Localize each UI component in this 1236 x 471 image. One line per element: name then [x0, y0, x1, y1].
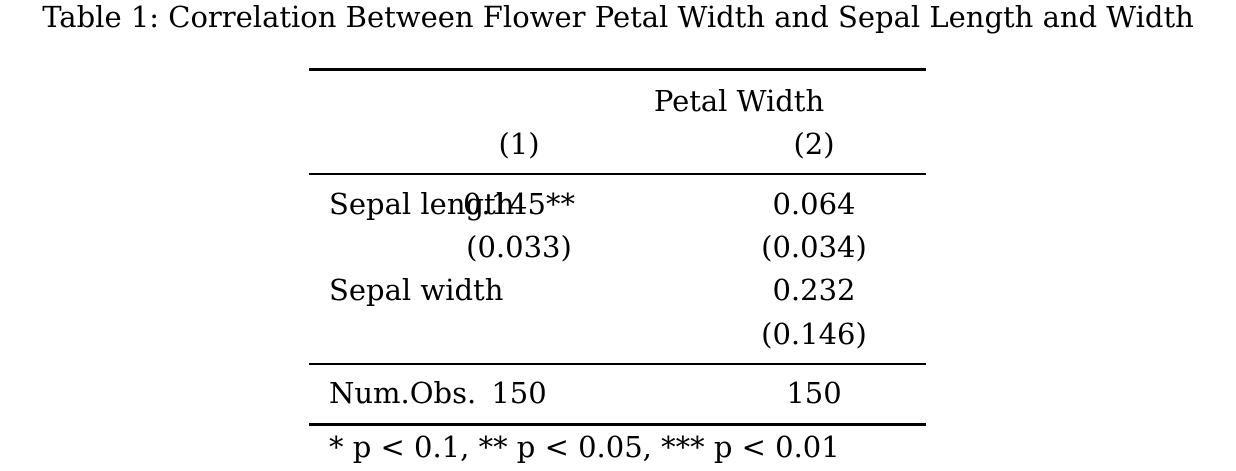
row-label-sepal-width: Sepal width — [329, 273, 504, 307]
cell-num-obs-1: 150 — [491, 376, 547, 410]
obs-rule — [309, 363, 926, 365]
bottom-rule — [309, 423, 926, 426]
se-sepal-length-2: (0.034) — [761, 230, 867, 264]
top-rule — [309, 68, 926, 71]
group-header: Petal Width — [653, 84, 825, 118]
se-sepal-length-1: (0.033) — [466, 230, 572, 264]
row-label-sepal-length: Sepal length — [329, 187, 515, 221]
significance-footnote: * p < 0.1, ** p < 0.05, *** p < 0.01 — [329, 430, 840, 464]
se-sepal-width-2: (0.146) — [761, 317, 867, 351]
row-label-num-obs: Num.Obs. — [329, 376, 477, 410]
column-header-1: (1) — [498, 127, 540, 161]
cell-num-obs-2: 150 — [786, 376, 842, 410]
cell-sepal-length-2: 0.064 — [772, 187, 856, 221]
cell-sepal-width-2: 0.232 — [772, 273, 856, 307]
table-caption: Table 1: Correlation Between Flower Peta… — [42, 0, 1194, 34]
header-rule — [309, 173, 926, 175]
column-header-2: (2) — [793, 127, 835, 161]
cell-sepal-length-1: 0.145** — [462, 187, 576, 221]
